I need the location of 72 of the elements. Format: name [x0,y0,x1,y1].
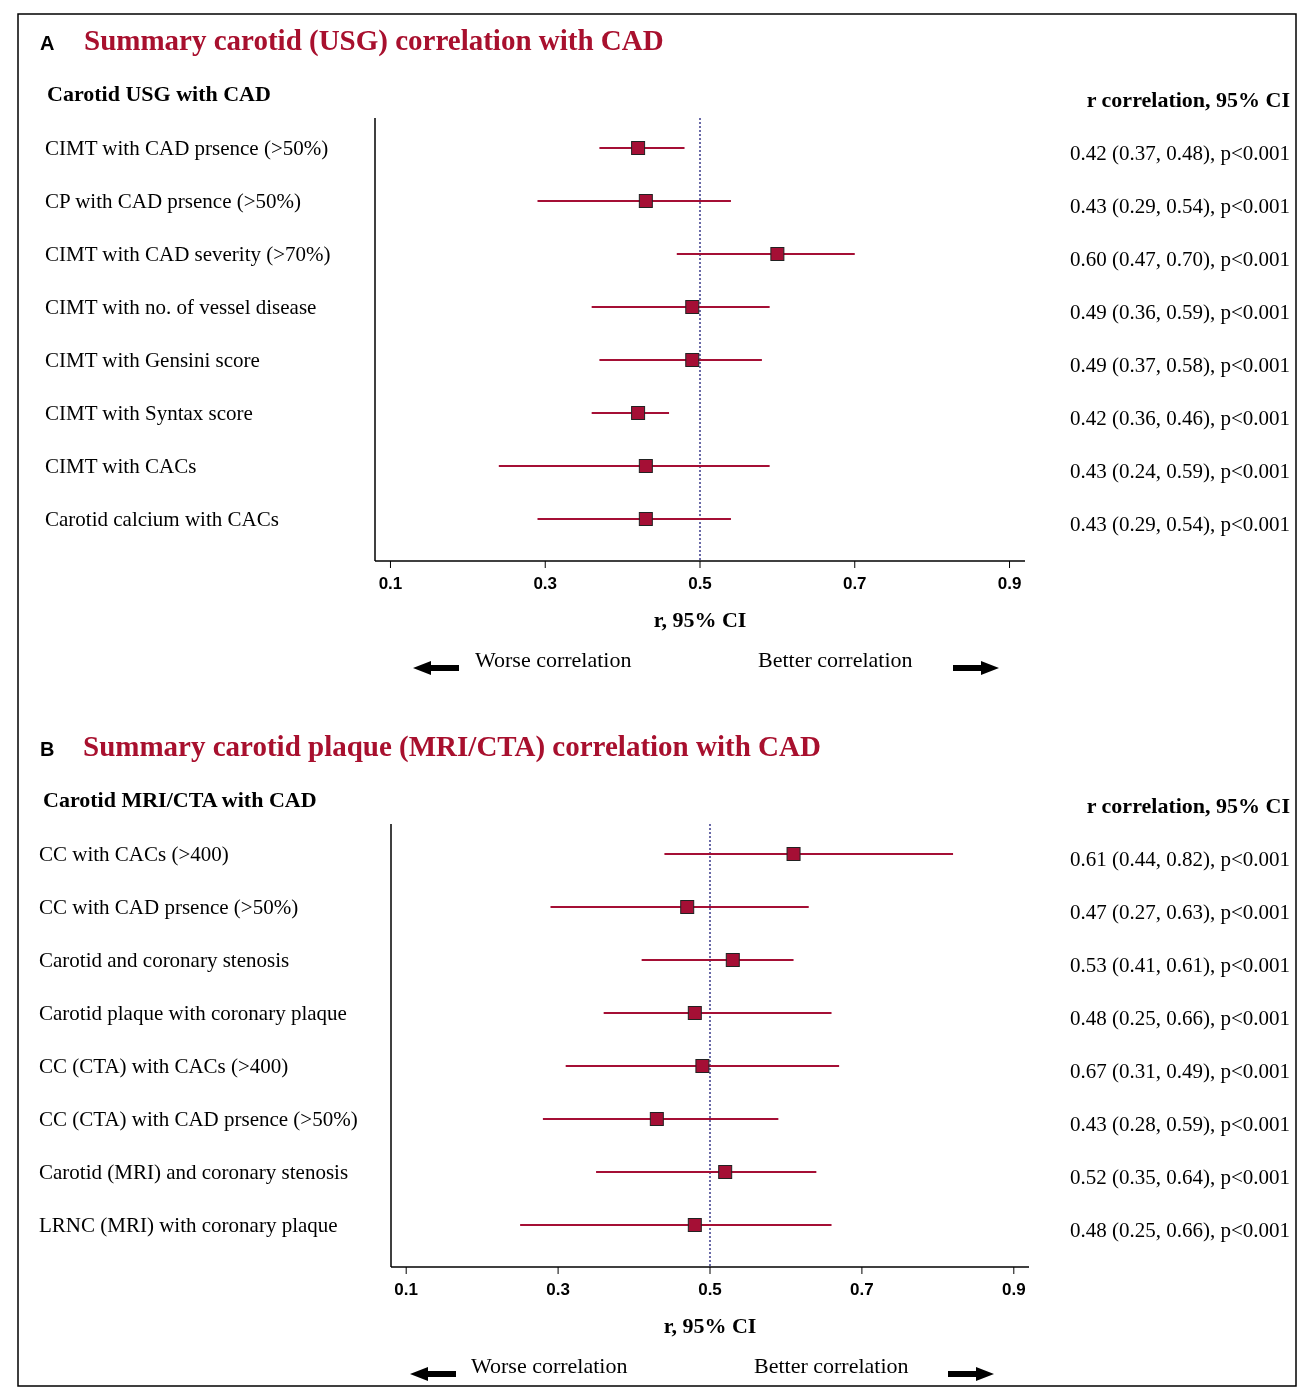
y-tick-label: CC (CTA) with CACs (>400) [39,1054,289,1078]
point [725,953,740,967]
point [631,406,646,420]
data-label: 0.61 (0.44, 0.82), p<0.001 [1069,847,1290,871]
data-label: 0.42 (0.37, 0.48), p<0.001 [1069,141,1290,165]
y-tick-label: Carotid (MRI) and coronary stenosis [39,1160,349,1184]
text: Better correlation [758,647,913,672]
x-tick-label: 0.9 [997,574,1022,593]
point [687,1006,702,1020]
data-label: 0.53 (0.41, 0.61), p<0.001 [1069,953,1290,977]
point [680,900,695,914]
x-tick-label: 0.1 [394,1280,419,1299]
point [685,300,700,314]
y-tick-label: CIMT with CACs [45,454,197,478]
text: Worse correlation [471,1353,628,1378]
point [685,353,700,367]
x-axis-title: r, 95% CI [663,1313,757,1338]
data-label: 0.49 (0.37, 0.58), p<0.001 [1069,353,1290,377]
point [770,247,785,261]
point [638,194,653,208]
x-tick-label: 0.7 [842,574,867,593]
data-label: 0.60 (0.47, 0.70), p<0.001 [1069,247,1290,271]
y-tick-label: CC with CAD prsence (>50%) [39,895,299,919]
x-tick-label: 0.5 [698,1280,722,1299]
x-tick-label: 0.5 [688,574,712,593]
y-axis-title: Carotid MRI/CTA with CAD [43,787,317,812]
y-tick-label: CIMT with Syntax score [45,401,253,425]
point [638,459,653,473]
y-tick-label: CP with CAD prsence (>50%) [45,189,302,213]
text: B [40,738,55,760]
x-tick-label: 0.3 [546,1280,570,1299]
data-label: 0.42 (0.36, 0.46), p<0.001 [1069,406,1290,430]
point [631,141,646,155]
y-tick-label: Carotid calcium with CACs [45,507,279,531]
y-tick-label: CIMT with CAD severity (>70%) [45,242,331,266]
y-tick-label: LRNC (MRI) with coronary plaque [39,1213,338,1237]
data-label: 0.43 (0.29, 0.54), p<0.001 [1069,194,1290,218]
x-tick-label: 0.1 [378,574,403,593]
y-tick-label: CC with CACs (>400) [39,842,229,866]
point [695,1059,710,1073]
y-tick-label: CIMT with Gensini score [45,348,260,372]
point [718,1165,733,1179]
x-tick-label: 0.9 [1001,1280,1026,1299]
data-label: 0.43 (0.29, 0.54), p<0.001 [1069,512,1290,536]
chart-title: Summary carotid plaque (MRI/CTA) correlation with CAD [83,730,821,763]
text: Worse correlation [475,647,632,672]
data-label: 0.43 (0.28, 0.59), p<0.001 [1069,1112,1290,1136]
data-label: 0.47 (0.27, 0.63), p<0.001 [1069,900,1290,924]
x-axis-title: r, 95% CI [653,607,747,632]
data-label: 0.49 (0.36, 0.59), p<0.001 [1069,300,1290,324]
data-label: 0.43 (0.24, 0.59), p<0.001 [1069,459,1290,483]
y-tick-label: Carotid and coronary stenosis [39,948,290,972]
y-tick-label: CIMT with no. of vessel disease [45,295,317,319]
x-tick-label: 0.3 [533,574,558,593]
text: Better correlation [754,1353,909,1378]
point [786,847,801,861]
point [649,1112,664,1126]
text: A [40,32,55,54]
x-tick-label: 0.7 [850,1280,874,1299]
point [687,1218,702,1232]
y-axis-title: Carotid USG with CAD [47,81,271,106]
text: r correlation, 95% CI [1086,87,1290,112]
point [638,512,653,526]
y-tick-label: CIMT with CAD prsence (>50%) [45,136,329,160]
data-label: 0.52 (0.35, 0.64), p<0.001 [1069,1165,1290,1189]
y-tick-label: Carotid plaque with coronary plaque [39,1001,347,1025]
y-tick-label: CC (CTA) with CAD prsence (>50%) [39,1107,358,1131]
text: r correlation, 95% CI [1086,793,1290,818]
data-label: 0.67 (0.31, 0.49), p<0.001 [1069,1059,1290,1083]
data-label: 0.48 (0.25, 0.66), p<0.001 [1069,1006,1290,1030]
data-label: 0.48 (0.25, 0.66), p<0.001 [1069,1218,1290,1242]
chart-title: Summary carotid (USG) correlation with CAD [84,24,664,57]
